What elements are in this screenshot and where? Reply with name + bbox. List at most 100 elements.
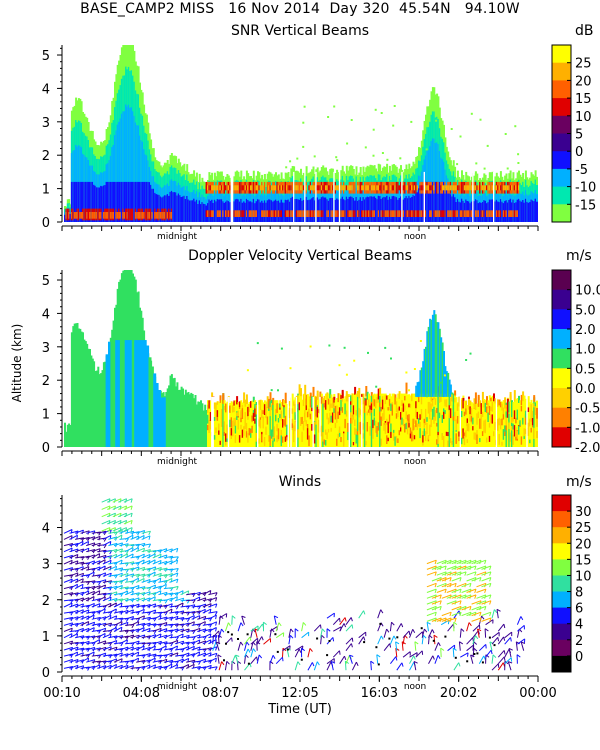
doppler-cell — [474, 432, 477, 441]
wind-barb — [263, 638, 271, 645]
snr-cell — [166, 212, 169, 219]
wind-barb — [409, 629, 414, 638]
doppler-cell — [208, 427, 211, 433]
doppler-cell — [247, 416, 250, 420]
wind-barb — [69, 651, 78, 657]
doppler-cell — [83, 339, 86, 447]
doppler-cell — [408, 403, 411, 408]
wind-barb-flag — [344, 655, 347, 661]
wind-barb — [97, 665, 106, 669]
snr-cell — [234, 185, 237, 191]
snr-cell — [77, 208, 80, 221]
wind-barb — [119, 590, 128, 596]
doppler-cell — [486, 437, 488, 443]
snr-cell — [456, 185, 459, 191]
snr-cell — [272, 185, 275, 191]
doppler-cell — [441, 414, 444, 423]
doppler-cell — [415, 420, 418, 428]
doppler-cell — [323, 403, 326, 408]
doppler-speck — [465, 359, 468, 361]
snr-cell — [251, 185, 254, 191]
wind-barb — [169, 556, 179, 559]
wind-barb — [459, 628, 462, 638]
doppler-cell — [472, 403, 475, 447]
wind-barb — [113, 530, 123, 534]
doppler-cell — [234, 435, 237, 443]
wind-barb — [158, 665, 168, 669]
doppler-cell — [483, 422, 486, 433]
snr-cell — [112, 181, 115, 222]
wind-barb — [91, 664, 101, 669]
snr-cell — [379, 185, 382, 191]
snr-cell — [465, 210, 468, 217]
doppler-cell — [511, 417, 513, 423]
snr-cell — [430, 141, 433, 222]
wind-barb — [174, 658, 184, 663]
wind-barb — [431, 565, 442, 570]
snr-cell — [76, 181, 79, 222]
snr-cell — [395, 185, 398, 191]
doppler-cell — [461, 398, 463, 447]
doppler-cell — [494, 398, 497, 404]
doppler-cell — [277, 403, 280, 447]
snr-cell — [483, 210, 486, 217]
wind-barb-flag — [220, 615, 224, 620]
snr-cell — [213, 185, 216, 191]
snr-cell — [495, 185, 498, 191]
doppler-cell — [220, 417, 223, 423]
wind-barb-flag — [159, 648, 163, 653]
snr-cell — [313, 185, 316, 191]
doppler-cell — [394, 436, 397, 446]
winds-plot-area — [63, 498, 526, 672]
wind-barb-flag — [434, 612, 437, 617]
doppler-cell — [502, 400, 505, 447]
wind-barb — [250, 625, 259, 632]
wind-barb-flag — [474, 588, 477, 594]
wind-barb — [163, 568, 173, 571]
doppler-cell — [456, 403, 459, 411]
doppler-cell — [454, 411, 457, 422]
snr-cell — [459, 210, 462, 217]
wind-barb-flag — [115, 647, 118, 652]
doppler-cell — [336, 415, 339, 423]
wind-barb-flag — [109, 611, 113, 616]
wind-missing-marker — [473, 653, 476, 655]
snr-cell — [125, 104, 128, 222]
wind-barb — [349, 655, 353, 664]
snr-cell — [147, 212, 150, 219]
doppler-cell — [188, 394, 191, 447]
wind-barb-flag — [227, 622, 232, 627]
wind-barb-flag — [154, 566, 157, 571]
doppler-cell — [308, 408, 311, 418]
wind-barb — [169, 652, 179, 657]
doppler-cell — [134, 340, 138, 447]
wind-barb — [147, 592, 157, 596]
doppler-cell — [422, 361, 425, 397]
doppler-cell — [311, 405, 314, 412]
doppler-cell — [315, 409, 318, 420]
doppler-cell — [359, 425, 362, 435]
snr-cell — [170, 190, 173, 222]
snr-cell — [141, 212, 144, 219]
wind-barb-flag — [449, 612, 452, 617]
doppler-cell — [415, 401, 418, 409]
wind-barb — [202, 633, 212, 639]
wind-barb — [86, 611, 96, 614]
doppler-cell — [298, 384, 301, 395]
snr-cell — [300, 198, 302, 222]
doppler-cell — [236, 396, 239, 405]
wind-barb — [108, 627, 117, 632]
wind-barb — [426, 617, 437, 622]
doppler-cell — [366, 395, 369, 447]
doppler-cell — [293, 431, 296, 443]
wind-barb — [118, 527, 127, 532]
doppler-gap — [526, 396, 529, 447]
wind-barb — [358, 631, 367, 639]
wind-barb-flag — [343, 623, 347, 628]
wind-barb — [180, 646, 190, 651]
doppler-cell — [334, 422, 337, 428]
doppler-cell — [451, 441, 454, 445]
doppler-cell — [397, 393, 400, 447]
snr-speck — [393, 105, 396, 107]
